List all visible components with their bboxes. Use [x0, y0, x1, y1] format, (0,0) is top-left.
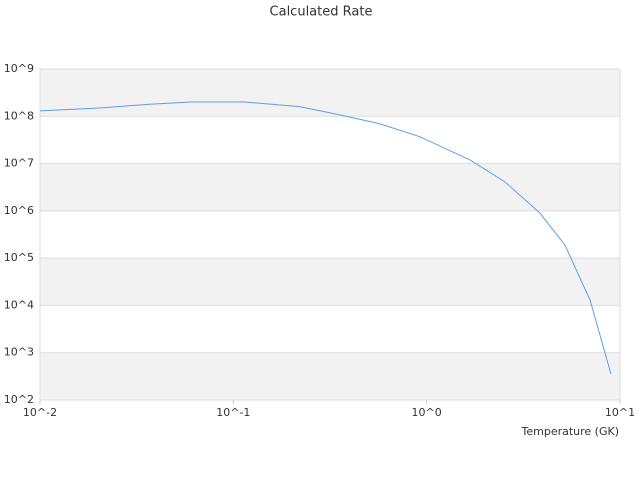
y-tick-label: 10^6: [4, 204, 34, 217]
band: [40, 258, 620, 306]
x-tick-label: 10^1: [605, 406, 635, 419]
x-axis-label: Temperature (GK): [521, 425, 620, 438]
y-tick-label: 10^7: [4, 157, 34, 170]
data-line: [39, 101, 612, 375]
y-tick-label: 10^4: [4, 298, 34, 311]
y-tick-label: 10^5: [4, 251, 34, 264]
x-tick-label: 10^-2: [23, 406, 57, 419]
y-tick-label: 10^3: [4, 346, 34, 359]
x-tick-label: 10^-1: [216, 406, 250, 419]
y-tick-label: 10^8: [4, 109, 34, 122]
band: [40, 163, 620, 211]
band: [40, 352, 620, 400]
y-tick-label: 10^2: [4, 393, 34, 406]
chart-title: Calculated Rate: [270, 5, 373, 20]
x-tick-label: 10^0: [412, 406, 442, 419]
plot-border: [39, 68, 621, 401]
y-tick-label: 10^9: [4, 62, 34, 75]
band: [40, 69, 620, 117]
